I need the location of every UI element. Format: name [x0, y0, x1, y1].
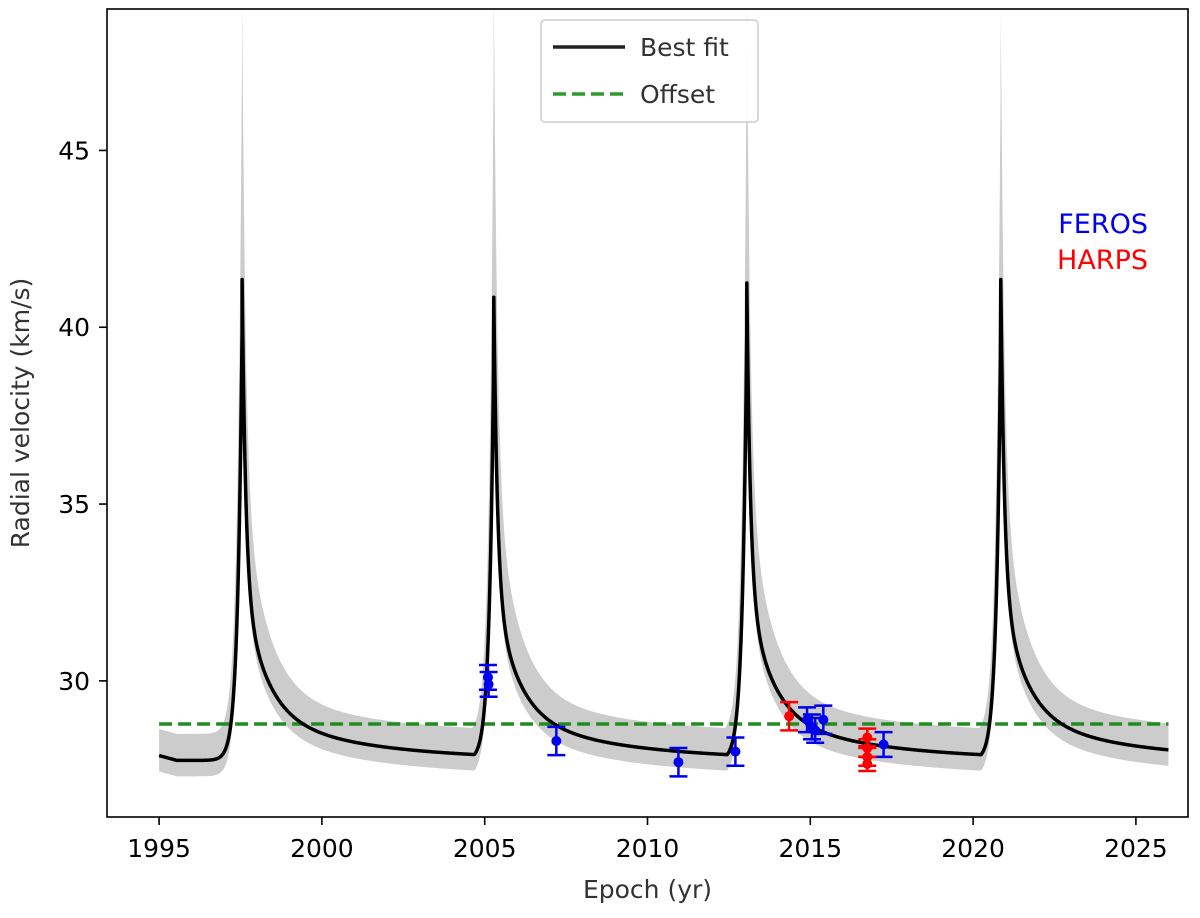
data-marker	[878, 739, 889, 750]
data-marker	[551, 735, 562, 746]
x-axis-ticks: 1995 2000 2005 2010 2015 2020 2025	[127, 817, 1168, 863]
x-tick-label-2025: 2025	[1104, 834, 1168, 863]
feros-label: FEROS	[1058, 209, 1148, 240]
data-marker	[784, 711, 795, 722]
y-tick-label-35: 35	[58, 490, 90, 519]
data-marker	[818, 714, 829, 725]
feros-point-8	[814, 704, 833, 736]
y-tick-label-45: 45	[58, 136, 90, 165]
feros-point-3	[669, 746, 688, 778]
feros-point-2	[547, 725, 566, 757]
x-tick-label-1995: 1995	[127, 834, 191, 863]
data-marker	[730, 746, 741, 757]
y-tick-label-30: 30	[58, 667, 90, 696]
x-tick-label-2005: 2005	[453, 834, 517, 863]
harps-point-0	[780, 700, 799, 732]
feros-point-5	[798, 706, 817, 734]
data-points-layer	[478, 663, 893, 778]
harps-label: HARPS	[1057, 245, 1148, 276]
x-tick-label-2020: 2020	[941, 834, 1005, 863]
uncertainty-band	[159, 9, 1169, 777]
uncertainty-band-layer	[159, 9, 1169, 777]
x-axis-label: Epoch (yr)	[583, 875, 712, 904]
legend: Best fit Offset	[540, 19, 759, 123]
best-fit-layer	[157, 277, 1170, 763]
x-tick-label-2015: 2015	[778, 834, 842, 863]
y-axis-label: Radial velocity (km/s)	[6, 278, 35, 549]
feros-point-9	[874, 730, 893, 759]
y-axis-ticks: 30 35 40 45	[58, 136, 107, 696]
feros-point-1	[479, 670, 498, 699]
legend-best-fit-label: Best fit	[640, 33, 729, 62]
y-tick-label-40: 40	[58, 313, 90, 342]
data-marker	[862, 758, 873, 769]
feros-point-4	[726, 736, 745, 767]
data-marker	[673, 757, 684, 768]
x-tick-label-2010: 2010	[616, 834, 680, 863]
x-tick-label-2000: 2000	[290, 834, 354, 863]
harps-point-4	[858, 755, 877, 773]
legend-offset-label: Offset	[640, 80, 715, 109]
best-fit-line	[157, 277, 1170, 763]
data-marker	[483, 679, 494, 690]
